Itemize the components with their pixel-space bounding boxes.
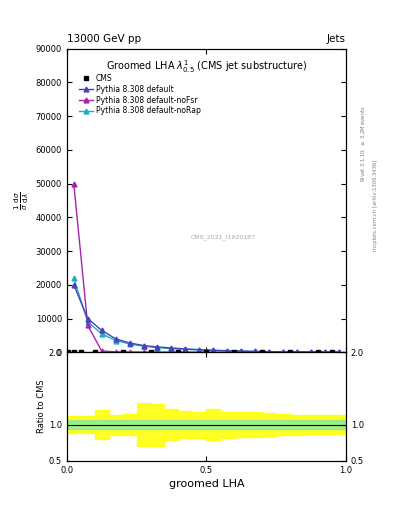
Line: Pythia 8.308 default-noRap: Pythia 8.308 default-noRap bbox=[72, 275, 341, 355]
Pythia 8.308 default-noRap bbox=[211, 348, 216, 354]
Pythia 8.308 default-noRap bbox=[127, 341, 132, 347]
Line: Pythia 8.308 default-noFsr: Pythia 8.308 default-noFsr bbox=[72, 181, 341, 355]
Pythia 8.308 default bbox=[127, 340, 132, 346]
Pythia 8.308 default-noFsr bbox=[113, 349, 118, 355]
Pythia 8.308 default bbox=[197, 347, 202, 353]
CMS bbox=[316, 349, 320, 355]
Pythia 8.308 default-noFsr bbox=[183, 349, 188, 355]
Pythia 8.308 default-noRap bbox=[323, 349, 327, 355]
Pythia 8.308 default-noFsr bbox=[253, 349, 257, 355]
Text: 13000 GeV pp: 13000 GeV pp bbox=[67, 33, 141, 44]
Pythia 8.308 default-noFsr bbox=[141, 349, 146, 355]
CMS bbox=[260, 349, 264, 355]
Text: Rivet 3.1.10, $\geq$ 3.2M events: Rivet 3.1.10, $\geq$ 3.2M events bbox=[360, 105, 367, 182]
Pythia 8.308 default-noRap bbox=[85, 319, 90, 325]
Pythia 8.308 default-noFsr bbox=[72, 181, 76, 187]
Y-axis label: $\frac{1}{\sigma}\,\frac{\mathrm{d}\sigma}{\mathrm{d}\lambda}$: $\frac{1}{\sigma}\,\frac{\mathrm{d}\sigm… bbox=[13, 191, 31, 210]
Pythia 8.308 default bbox=[225, 348, 230, 354]
Legend: CMS, Pythia 8.308 default, Pythia 8.308 default-noFsr, Pythia 8.308 default-noRa: CMS, Pythia 8.308 default, Pythia 8.308 … bbox=[79, 74, 201, 115]
Pythia 8.308 default bbox=[336, 349, 341, 355]
Pythia 8.308 default-noRap bbox=[281, 349, 285, 355]
Y-axis label: Ratio to CMS: Ratio to CMS bbox=[37, 380, 46, 433]
Pythia 8.308 default bbox=[309, 349, 313, 355]
Pythia 8.308 default bbox=[211, 347, 216, 353]
Pythia 8.308 default-noFsr bbox=[225, 349, 230, 355]
Pythia 8.308 default-noFsr bbox=[281, 349, 285, 355]
Pythia 8.308 default-noFsr bbox=[267, 349, 272, 355]
Pythia 8.308 default-noRap bbox=[141, 343, 146, 349]
Line: Pythia 8.308 default: Pythia 8.308 default bbox=[72, 283, 341, 355]
Pythia 8.308 default-noFsr bbox=[309, 349, 313, 355]
Pythia 8.308 default-noRap bbox=[267, 349, 272, 355]
Pythia 8.308 default-noFsr bbox=[169, 349, 174, 355]
Pythia 8.308 default-noFsr bbox=[239, 349, 244, 355]
Pythia 8.308 default-noRap bbox=[183, 346, 188, 352]
Text: Groomed LHA $\lambda^{1}_{0.5}$ (CMS jet substructure): Groomed LHA $\lambda^{1}_{0.5}$ (CMS jet… bbox=[106, 58, 307, 75]
CMS bbox=[92, 349, 97, 355]
Pythia 8.308 default bbox=[183, 346, 188, 352]
CMS bbox=[72, 349, 76, 355]
CMS bbox=[176, 349, 181, 355]
Pythia 8.308 default bbox=[281, 349, 285, 355]
Text: Jets: Jets bbox=[327, 33, 346, 44]
Pythia 8.308 default-noFsr bbox=[323, 349, 327, 355]
Pythia 8.308 default-noFsr bbox=[336, 349, 341, 355]
CMS bbox=[120, 349, 125, 355]
CMS bbox=[232, 349, 237, 355]
Pythia 8.308 default-noRap bbox=[113, 337, 118, 344]
Pythia 8.308 default bbox=[99, 327, 104, 333]
CMS bbox=[288, 349, 292, 355]
Pythia 8.308 default bbox=[72, 282, 76, 288]
Pythia 8.308 default-noFsr bbox=[197, 349, 202, 355]
Pythia 8.308 default-noRap bbox=[169, 346, 174, 352]
Text: mcplots.cern.ch [arXiv:1306.3436]: mcplots.cern.ch [arXiv:1306.3436] bbox=[373, 159, 378, 250]
Pythia 8.308 default-noFsr bbox=[99, 348, 104, 354]
Pythia 8.308 default-noFsr bbox=[127, 349, 132, 355]
Pythia 8.308 default bbox=[85, 315, 90, 322]
Pythia 8.308 default bbox=[169, 345, 174, 351]
Pythia 8.308 default-noRap bbox=[239, 348, 244, 354]
Pythia 8.308 default-noFsr bbox=[211, 349, 216, 355]
Pythia 8.308 default-noRap bbox=[295, 349, 299, 355]
Pythia 8.308 default bbox=[141, 343, 146, 349]
CMS bbox=[329, 349, 334, 355]
CMS bbox=[148, 349, 153, 355]
Pythia 8.308 default-noRap bbox=[225, 348, 230, 354]
CMS bbox=[79, 349, 83, 355]
Pythia 8.308 default-noRap bbox=[253, 349, 257, 355]
CMS bbox=[204, 349, 209, 355]
Pythia 8.308 default-noFsr bbox=[85, 322, 90, 328]
Pythia 8.308 default-noRap bbox=[197, 347, 202, 353]
Pythia 8.308 default-noFsr bbox=[155, 349, 160, 355]
Pythia 8.308 default bbox=[239, 348, 244, 354]
Pythia 8.308 default-noRap bbox=[309, 349, 313, 355]
Pythia 8.308 default-noRap bbox=[99, 331, 104, 337]
Pythia 8.308 default-noRap bbox=[155, 345, 160, 351]
Line: CMS: CMS bbox=[66, 350, 334, 355]
Pythia 8.308 default bbox=[267, 349, 272, 355]
Pythia 8.308 default bbox=[323, 349, 327, 355]
Pythia 8.308 default-noRap bbox=[72, 275, 76, 281]
Pythia 8.308 default bbox=[253, 348, 257, 354]
Pythia 8.308 default-noFsr bbox=[295, 349, 299, 355]
Pythia 8.308 default bbox=[295, 349, 299, 355]
CMS bbox=[66, 349, 71, 355]
X-axis label: groomed LHA: groomed LHA bbox=[169, 479, 244, 489]
Text: CMS_2021_I1920187: CMS_2021_I1920187 bbox=[191, 234, 255, 240]
Pythia 8.308 default bbox=[113, 336, 118, 342]
Pythia 8.308 default-noRap bbox=[336, 349, 341, 355]
Pythia 8.308 default bbox=[155, 344, 160, 350]
